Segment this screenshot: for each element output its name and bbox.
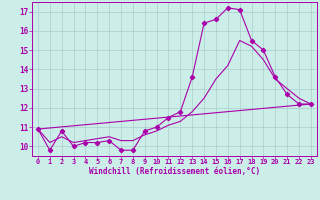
X-axis label: Windchill (Refroidissement éolien,°C): Windchill (Refroidissement éolien,°C) [89,167,260,176]
